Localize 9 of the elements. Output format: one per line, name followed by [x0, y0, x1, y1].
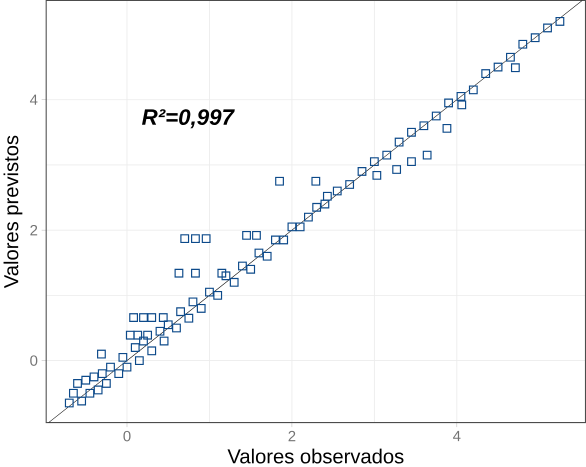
y-tick-label: 2: [30, 224, 38, 236]
x-axis-title: Valores observados: [228, 448, 404, 464]
y-tick-label: 0: [30, 355, 38, 366]
x-tick-label: 4: [453, 430, 461, 442]
y-axis-title: Valores previstos: [4, 136, 22, 288]
x-tick-label: 0: [123, 430, 131, 442]
x-tick-label: 2: [288, 430, 296, 442]
annotation: R²=0,997: [142, 109, 235, 128]
y-tick-label: 4: [30, 94, 38, 105]
